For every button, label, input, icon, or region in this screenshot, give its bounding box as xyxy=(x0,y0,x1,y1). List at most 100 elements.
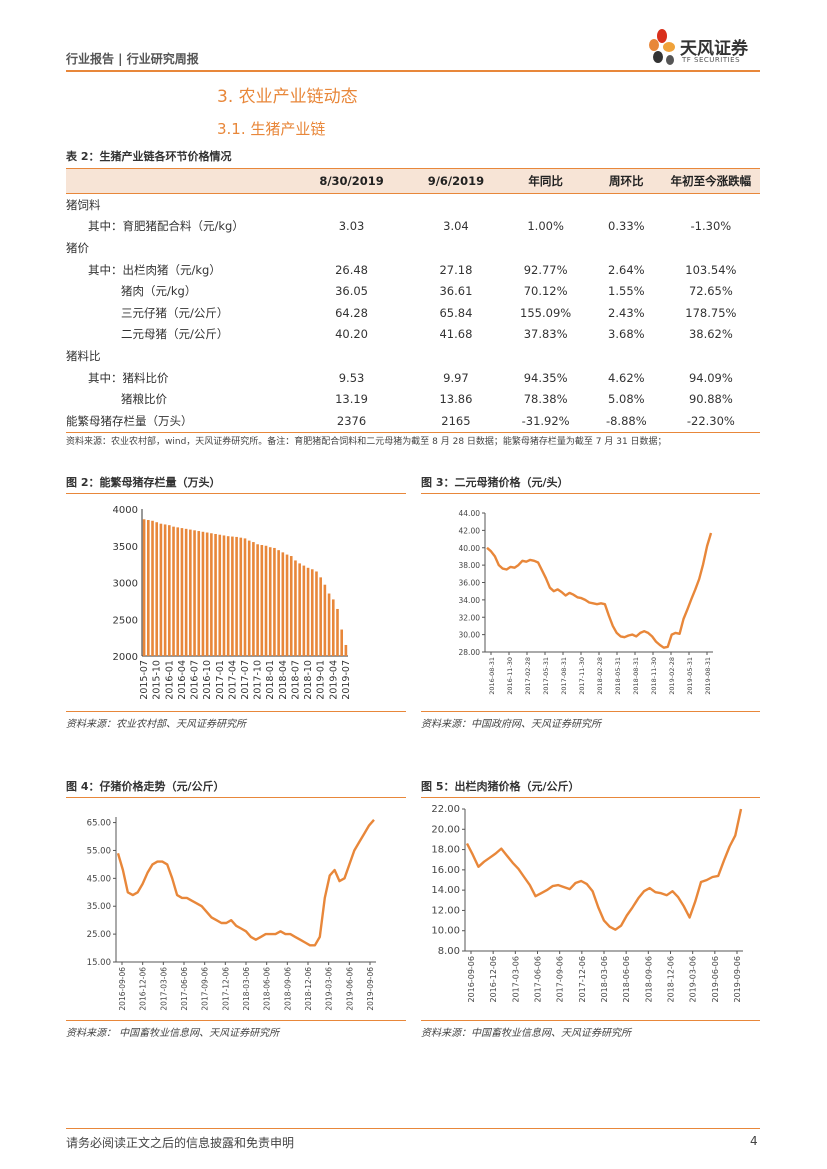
bar xyxy=(163,524,167,656)
fig4-bottom-rule xyxy=(66,1020,406,1021)
y-tick-label: 14.00 xyxy=(431,885,460,896)
bar xyxy=(222,535,226,656)
table-cell: 36.61 xyxy=(439,284,473,299)
fig5-title: 图 5：出栏肉猪价格（元/公斤） xyxy=(421,780,580,793)
price-series-line xyxy=(116,819,375,947)
fig4-title: 图 4：仔猪价格走势（元/公斤） xyxy=(66,780,225,793)
fig2-source: 资料来源：农业农村部、天风证券研究所 xyxy=(66,719,246,730)
fig3-top-rule xyxy=(421,493,760,494)
table-row-label: 能繁母猪存栏量（万头） xyxy=(66,409,292,433)
bar xyxy=(306,567,310,656)
x-tick-label: 2017-04 xyxy=(227,660,238,700)
table-cell: 37.83% xyxy=(523,327,568,342)
y-tick-label: 45.00 xyxy=(87,874,111,884)
table-cell: 155.09% xyxy=(520,305,572,320)
bar xyxy=(264,545,268,656)
table-cell xyxy=(412,237,501,259)
tf-securities-logo: 天风证券 TF SECURITIES xyxy=(648,28,768,70)
x-tick-label: 2015-07 xyxy=(139,660,150,700)
table-cell: 41.68 xyxy=(439,327,473,342)
y-tick-label: 44.00 xyxy=(459,509,481,518)
x-tick-label: 2016-07 xyxy=(190,660,201,700)
x-tick-label: 2017-08-31 xyxy=(560,657,568,695)
bar xyxy=(247,540,251,656)
x-tick-label: 2016-11-30 xyxy=(506,657,514,695)
table-header-cell: 年同比 xyxy=(500,168,591,194)
table-cell: 94.35% xyxy=(523,370,568,385)
table-cell: 92.77% xyxy=(523,262,568,277)
table-cell xyxy=(292,194,412,216)
x-tick-label: 2019-07 xyxy=(341,660,352,700)
table-cell: 3.68% xyxy=(608,327,645,342)
table-row-label: 猪肉（元/kg） xyxy=(121,284,197,299)
x-tick-label: 2017-03-06 xyxy=(159,967,168,1011)
bar xyxy=(193,530,196,656)
table-cell: 90.88% xyxy=(688,392,733,407)
bar xyxy=(327,593,331,656)
table-cell xyxy=(662,345,760,367)
x-tick-label: 2017-02-28 xyxy=(524,657,532,695)
y-tick-label: 34.00 xyxy=(459,596,481,605)
table-cell xyxy=(292,345,412,367)
bar xyxy=(176,527,180,656)
table-row-label: 猪饲料 xyxy=(66,197,101,212)
table-row-label: 其中：猪料比价 xyxy=(88,370,169,385)
table-cell xyxy=(500,237,591,259)
fig5-bottom-rule xyxy=(421,1020,760,1021)
table-cell: 103.54% xyxy=(685,262,737,277)
table-row: 猪肉（元/kg） 36.05 36.61 70.12% 1.55% 72.65% xyxy=(66,280,760,302)
bar xyxy=(210,533,213,656)
table-header-cell: 周环比 xyxy=(590,168,662,194)
y-tick-label: 40.00 xyxy=(459,544,481,553)
table-cell: 9.97 xyxy=(443,370,469,385)
y-tick-label: 65.00 xyxy=(87,819,111,829)
table-cell: 0.33% xyxy=(608,219,645,234)
bar xyxy=(302,565,306,656)
x-tick-label: 2018-11-30 xyxy=(650,657,658,695)
table-cell: 3.04 xyxy=(443,219,469,234)
table-cell xyxy=(412,194,501,216)
y-tick-label: 28.00 xyxy=(459,648,481,657)
table-cell: 94.09% xyxy=(688,370,733,385)
table-cell: 27.18 xyxy=(439,262,473,277)
table-cell xyxy=(412,345,501,367)
x-tick-label: 2018-04 xyxy=(278,660,289,700)
x-tick-label: 2017-10 xyxy=(253,660,264,700)
x-tick-label: 2017-05-31 xyxy=(542,657,550,695)
table-cell xyxy=(591,237,662,259)
x-tick-label: 2018-07 xyxy=(290,660,301,700)
table-row: 其中：出栏肉猪（元/kg） 26.48 27.18 92.77% 2.64% 103.54… xyxy=(66,259,760,281)
y-tick-label: 2000 xyxy=(113,652,138,663)
bar xyxy=(151,520,154,656)
x-tick-label: 2019-04 xyxy=(328,660,339,700)
x-tick-label: 2017-06-06 xyxy=(180,967,189,1011)
x-tick-label: 2019-08-31 xyxy=(704,657,712,695)
y-tick-label: 3500 xyxy=(113,542,138,553)
table-cell xyxy=(500,345,591,367)
x-tick-label: 2015-10 xyxy=(152,660,163,700)
table-cell: -22.30% xyxy=(661,409,760,433)
bar xyxy=(340,629,343,656)
table-cell: 38.62% xyxy=(688,327,733,342)
bar xyxy=(323,584,327,656)
table-row: 三元仔猪（元/公斤） 64.28 65.84 155.09% 2.43% 178.75% xyxy=(66,302,760,324)
bar xyxy=(201,531,205,656)
table-source-note: 资料来源：农业农村部，wind，天风证券研究所。备注：育肥猪配合饲料和二元母猪为… xyxy=(66,437,667,447)
bar xyxy=(281,552,285,656)
x-tick-label: 2018-08-31 xyxy=(632,657,640,695)
bar xyxy=(168,525,171,656)
x-tick-label: 2017-03-06 xyxy=(511,956,520,1003)
price-series-line xyxy=(486,532,713,649)
x-tick-label: 2019-03-06 xyxy=(689,956,698,1003)
y-tick-label: 3000 xyxy=(113,579,138,590)
table-cell: 1.55% xyxy=(608,284,645,299)
x-tick-label: 2017-09-06 xyxy=(556,956,565,1003)
table-cell: 65.84 xyxy=(439,305,473,320)
disclaimer-text: 请务必阅读正文之后的信息披露和免责申明 xyxy=(66,1136,295,1150)
y-tick-label: 4000 xyxy=(113,505,138,516)
x-tick-label: 2016-12-06 xyxy=(489,956,498,1003)
table-row: 猪粮比价 13.19 13.86 78.38% 5.08% 90.88% xyxy=(66,388,760,410)
y-tick-label: 35.00 xyxy=(87,902,111,912)
x-tick-label: 2017-09-06 xyxy=(201,967,210,1011)
bar xyxy=(256,544,259,656)
